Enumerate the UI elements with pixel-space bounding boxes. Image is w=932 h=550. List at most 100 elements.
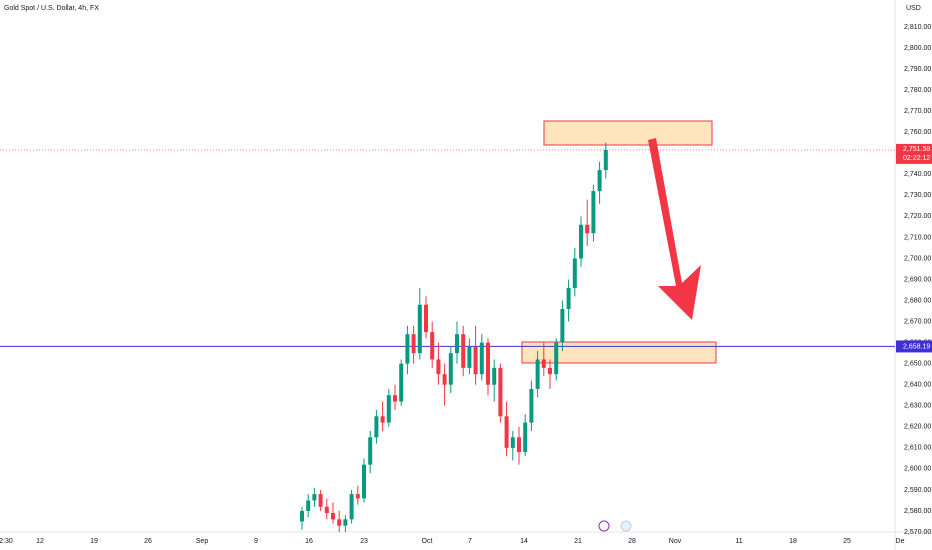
candle-body [349,494,354,520]
y-tick-label: 2,800.00 [904,45,931,52]
x-tick-label: De [896,538,905,545]
flag-icon [620,520,632,532]
y-tick-label: 2,780.00 [904,87,931,94]
candle-body [541,359,546,368]
candle-body [585,224,590,234]
x-tick-label: 23 [360,538,368,545]
candle-body [498,367,503,417]
y-tick-label: 2,590.00 [904,487,931,494]
y-tick-label: 2,720.00 [904,213,931,220]
candle-body [430,332,435,360]
candle-body [399,363,404,402]
y-tick-label: 2,670.00 [904,318,931,325]
candle-body [529,388,534,423]
candle-body [479,342,484,375]
candle-body [312,494,317,501]
y-tick-label: 2,690.00 [904,276,931,283]
candle-body [554,342,559,375]
y-tick-label: 2,650.00 [904,361,931,368]
y-tick-label: 2,810.00 [904,24,931,31]
x-tick-label: 9 [254,538,258,545]
y-tick-label: 2,600.00 [904,466,931,473]
x-tick-label: 12 [36,538,44,545]
x-tick-label: 18 [789,538,797,545]
x-tick-label: 16 [305,538,313,545]
y-tick-label: 2,710.00 [904,234,931,241]
candle-body [504,416,509,448]
x-tick-label: 25 [843,538,851,545]
candle-body [393,395,397,402]
y-tick-label: 2,610.00 [904,445,931,452]
candle-body [467,346,472,368]
y-tick-label: 2,620.00 [904,424,931,431]
candle-body [337,519,342,526]
candle-body [603,149,608,171]
candle-body [355,494,360,499]
y-tick-label: 2,570.00 [904,529,931,536]
candle-body [510,437,515,448]
candle-body [331,513,335,520]
y-tick-label: 2,680.00 [904,297,931,304]
candle-body [473,346,478,375]
last-price-label: 2,751.58 [903,146,930,153]
y-tick-label: 2,760.00 [904,129,931,136]
x-tick-label: 19 [90,538,98,545]
candle-body [368,437,373,465]
candle-body [424,304,428,333]
last-price-tag [896,143,932,164]
x-tick-label: 26 [144,538,152,545]
candle-body [343,519,348,526]
candle-body [566,287,571,309]
candle-body [486,342,490,385]
x-tick-label: Oct [422,538,433,545]
level-tag [896,340,932,353]
candle-body [436,359,441,375]
candle-body [548,367,552,375]
countdown-label: 02:22:12 [903,155,930,162]
down-arrow [648,138,701,320]
candle-body [461,334,466,368]
candle-body [591,191,596,234]
candle-body [560,308,565,343]
candle-body [448,353,453,385]
x-tick-label: 7 [468,538,472,545]
y-tick-label: 2,770.00 [904,108,931,115]
candle-body [362,464,366,499]
y-tick-label: 2,640.00 [904,382,931,389]
candle-body [492,367,497,385]
y-tick-label: 2,740.00 [904,171,931,178]
y-tick-label: 2,700.00 [904,255,931,262]
x-tick-label: 21 [574,538,582,545]
candle-body [579,224,583,259]
candle-body [572,258,577,288]
x-tick-label: Sep [196,538,209,545]
candle-body [380,416,385,423]
candle-body [318,494,323,507]
icons [598,520,632,532]
x-tick-label: Nov [669,538,682,545]
y-tick-label: 2,790.00 [904,66,931,73]
candle-body [374,416,379,438]
support-zone [521,341,717,364]
candle-body [455,334,459,354]
currency: USD [906,5,921,12]
x-tick-label: 2:30 [0,538,13,545]
y-tick-label: 2,630.00 [904,403,931,410]
candle-body [386,395,391,423]
event-icon [598,520,610,532]
candle-body [324,506,329,514]
resistance-zone [543,120,713,146]
x-tick-label: 11 [735,538,742,545]
candle-body [442,374,447,385]
candle-body [523,422,528,453]
candle-body [597,170,602,192]
x-tick-label: 28 [628,538,636,545]
chart-title: Gold Spot / U.S. Dollar, 4h, FX [4,5,99,12]
candle-body [517,437,521,453]
candle-body [411,334,416,354]
level-label: 2,658.19 [903,343,930,350]
candle-body [405,334,410,364]
y-tick-label: 2,730.00 [904,192,931,199]
